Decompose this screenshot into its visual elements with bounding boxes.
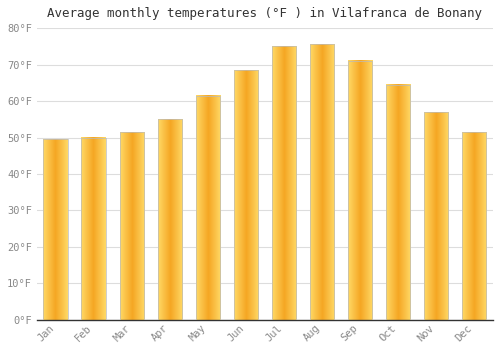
Bar bbox=[196, 96, 220, 320]
Bar bbox=[44, 139, 68, 320]
Bar bbox=[462, 132, 486, 320]
Title: Average monthly temperatures (°F ) in Vilafranca de Bonany: Average monthly temperatures (°F ) in Vi… bbox=[48, 7, 482, 20]
Bar bbox=[348, 61, 372, 320]
Bar bbox=[234, 70, 258, 320]
Bar bbox=[310, 44, 334, 320]
Bar bbox=[120, 132, 144, 320]
Bar bbox=[158, 119, 182, 320]
Bar bbox=[424, 112, 448, 320]
Bar bbox=[82, 138, 106, 320]
Bar bbox=[272, 46, 296, 320]
Bar bbox=[386, 85, 410, 320]
